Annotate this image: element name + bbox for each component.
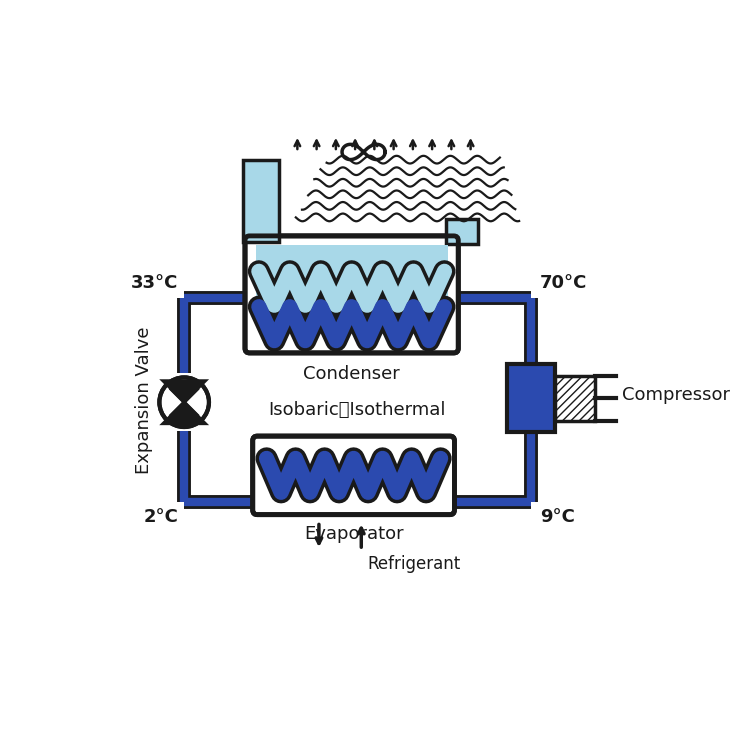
FancyBboxPatch shape bbox=[245, 236, 458, 353]
Text: Evaporator: Evaporator bbox=[304, 526, 404, 544]
Text: Condenser: Condenser bbox=[303, 365, 400, 383]
Text: 33°C: 33°C bbox=[130, 274, 178, 292]
Circle shape bbox=[160, 377, 209, 427]
Bar bbox=[244, 160, 279, 242]
Bar bbox=[507, 364, 554, 432]
Text: Isobaric、Isothermal: Isobaric、Isothermal bbox=[268, 401, 446, 419]
Bar bbox=[256, 245, 448, 297]
Polygon shape bbox=[163, 402, 206, 424]
Text: 2°C: 2°C bbox=[143, 508, 178, 526]
FancyBboxPatch shape bbox=[253, 436, 454, 514]
Text: 70°C: 70°C bbox=[540, 274, 587, 292]
Polygon shape bbox=[163, 381, 206, 402]
Text: Compressor: Compressor bbox=[622, 386, 730, 404]
Text: Expansion Valve: Expansion Valve bbox=[135, 327, 153, 474]
Text: 9°C: 9°C bbox=[540, 508, 574, 526]
Bar bbox=[554, 376, 595, 421]
Bar bbox=[446, 219, 478, 245]
Text: Refrigerant: Refrigerant bbox=[368, 555, 460, 573]
